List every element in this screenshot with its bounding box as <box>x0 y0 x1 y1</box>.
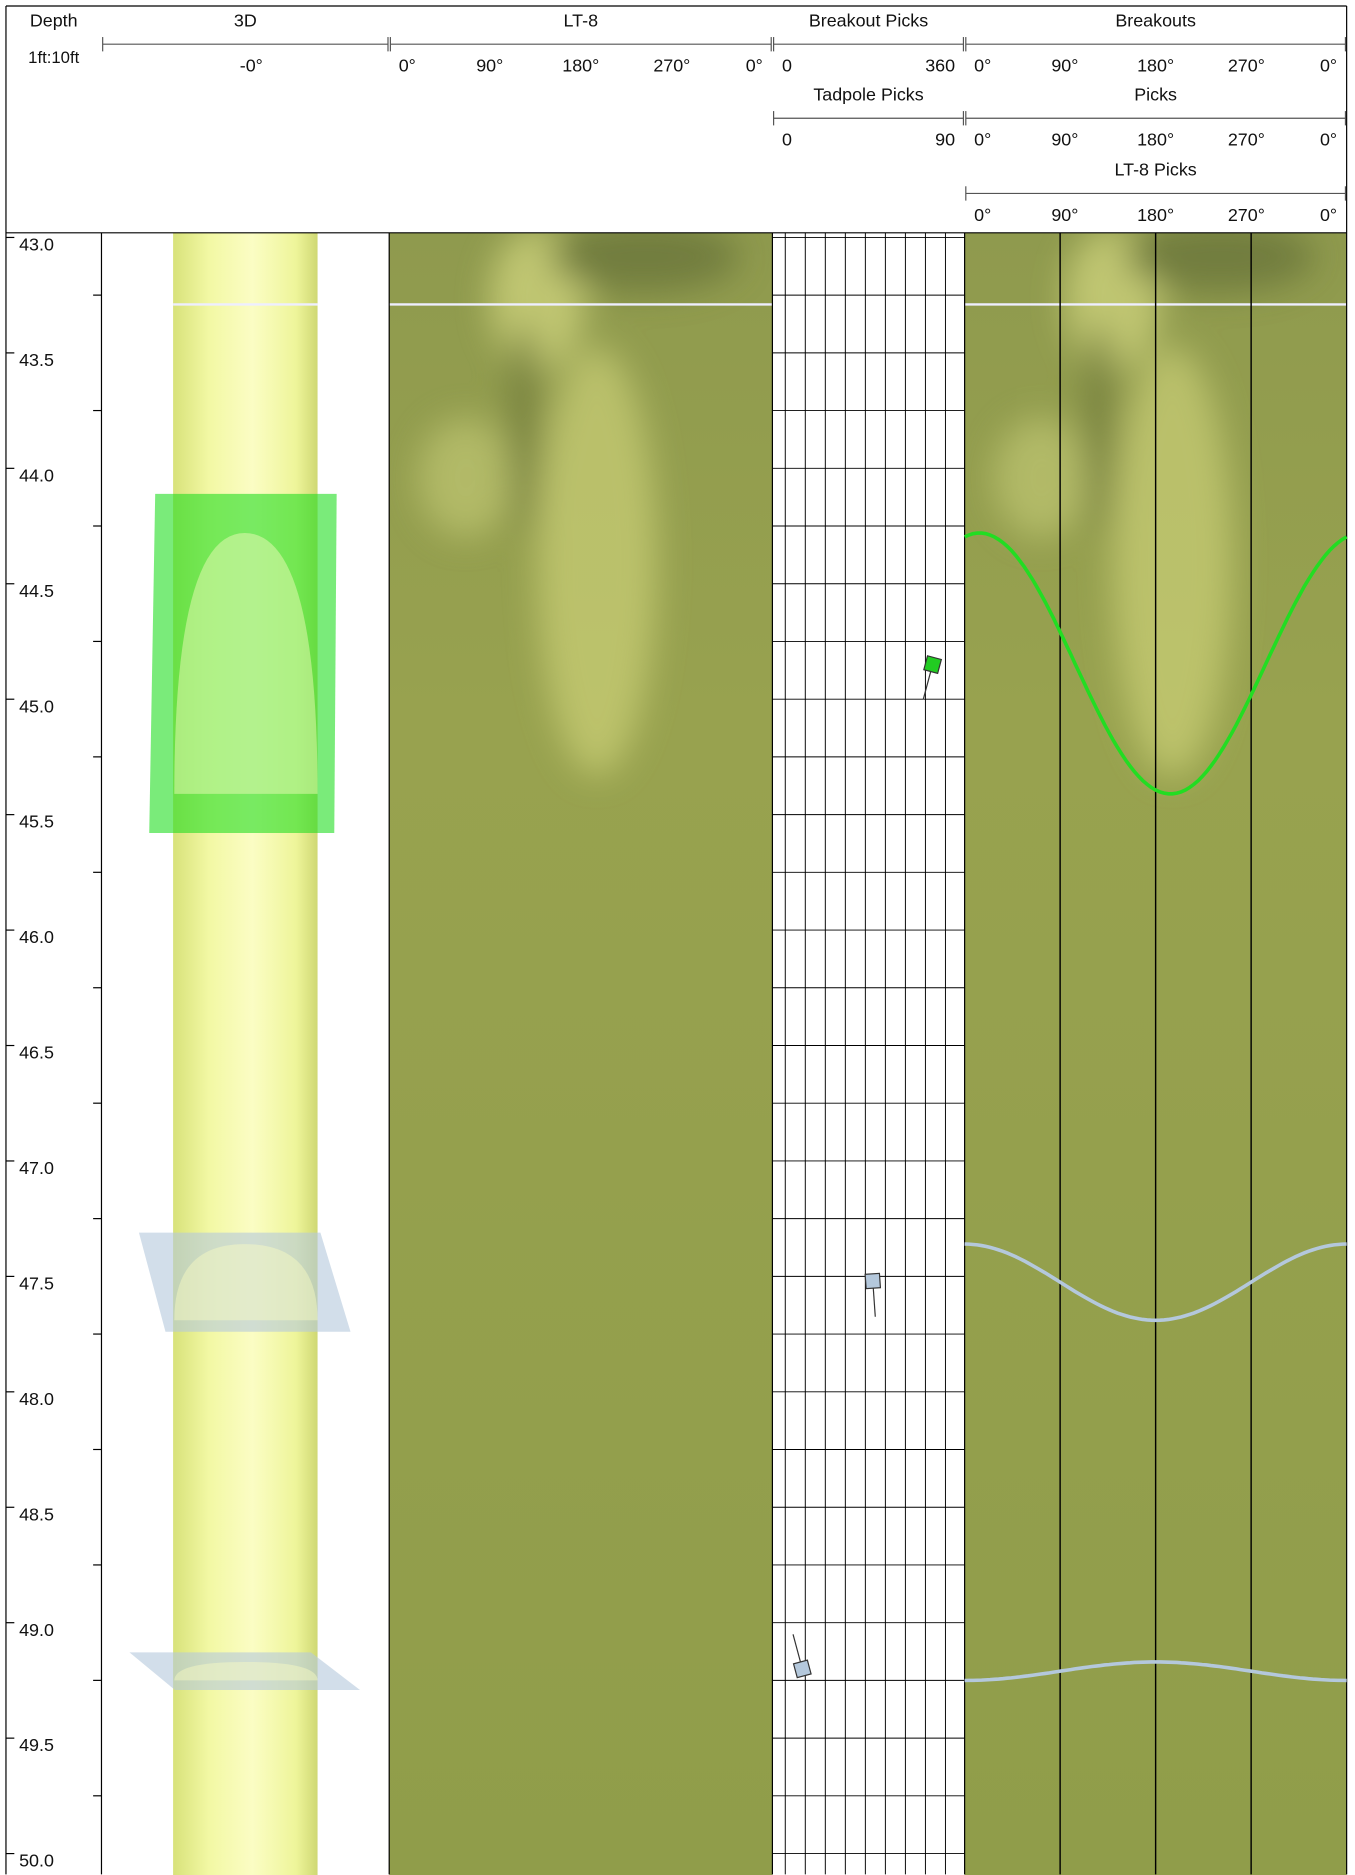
plane-cap <box>174 532 318 794</box>
depth-label: 48.0 <box>19 1389 54 1409</box>
depth-label: 45.5 <box>19 812 54 832</box>
scale-label: 0° <box>1320 56 1337 76</box>
plane-cap <box>174 1661 318 1681</box>
scale-label: 0° <box>974 56 991 76</box>
depth-label: 48.5 <box>19 1504 54 1524</box>
cylinder <box>173 232 318 1875</box>
track-title: LT-8 <box>564 10 599 30</box>
scale-label: 90° <box>1051 205 1078 225</box>
sinusoid <box>963 531 1348 796</box>
track-title: Picks <box>1134 84 1177 104</box>
scale-label: 90° <box>1051 130 1078 150</box>
plane-3d <box>149 493 337 833</box>
tadpole <box>864 1272 882 1290</box>
scale-label: 0 <box>782 56 792 76</box>
depth-label: 43.0 <box>19 235 54 255</box>
scale-label: 0° <box>1320 130 1337 150</box>
scale-label: 90° <box>1051 56 1078 76</box>
scale-label: 270° <box>1228 130 1265 150</box>
tadpole <box>923 655 943 675</box>
depth-label: 44.5 <box>19 581 54 601</box>
depth-label: 43.5 <box>19 350 54 370</box>
depth-label: 46.5 <box>19 1043 54 1063</box>
scale-label: 270° <box>1228 56 1265 76</box>
scale-label: 0° <box>974 205 991 225</box>
scale-label: 90° <box>476 56 503 76</box>
depth-label: 47.0 <box>19 1158 54 1178</box>
track-title: Breakout Picks <box>809 10 928 30</box>
scale-label: 0° <box>399 56 416 76</box>
depth-label: 47.5 <box>19 1273 54 1293</box>
scale-label: 180° <box>1137 56 1174 76</box>
sinusoid <box>964 1242 1347 1323</box>
depth-label: 50.0 <box>19 1851 54 1871</box>
scale-label: 270° <box>653 56 690 76</box>
scale-label: 180° <box>562 56 599 76</box>
plane-3d <box>138 1232 351 1332</box>
scale-label: 0° <box>974 130 991 150</box>
track-title: LT-8 Picks <box>1115 159 1197 179</box>
scale-label: 180° <box>1137 130 1174 150</box>
plane-3d <box>129 1652 360 1690</box>
track-title: Tadpole Picks <box>813 84 923 104</box>
depth-label: 49.0 <box>19 1620 54 1640</box>
scale-label: 0 <box>782 130 792 150</box>
tadpole <box>792 1659 812 1679</box>
depth-label: 44.0 <box>19 465 54 485</box>
track-title: Breakouts <box>1115 10 1196 30</box>
lt8-image <box>389 232 773 1875</box>
scale-label: 0° <box>746 56 763 76</box>
track-title: 3D <box>234 10 257 30</box>
plane-cap <box>174 1244 318 1321</box>
depth-label: 46.0 <box>19 927 54 947</box>
scale-label: 90 <box>935 130 955 150</box>
depth-label: 49.5 <box>19 1735 54 1755</box>
scale-label: 270° <box>1228 205 1265 225</box>
depth-scale: 1ft:10ft <box>28 48 79 67</box>
scale-label: 180° <box>1137 205 1174 225</box>
scale-label: 0° <box>1320 205 1337 225</box>
scale-label: -0° <box>240 56 263 76</box>
depth-label: 45.0 <box>19 696 54 716</box>
sinusoid <box>964 1660 1347 1683</box>
depth-title: Depth <box>30 10 78 30</box>
scale-label: 360 <box>925 56 955 76</box>
